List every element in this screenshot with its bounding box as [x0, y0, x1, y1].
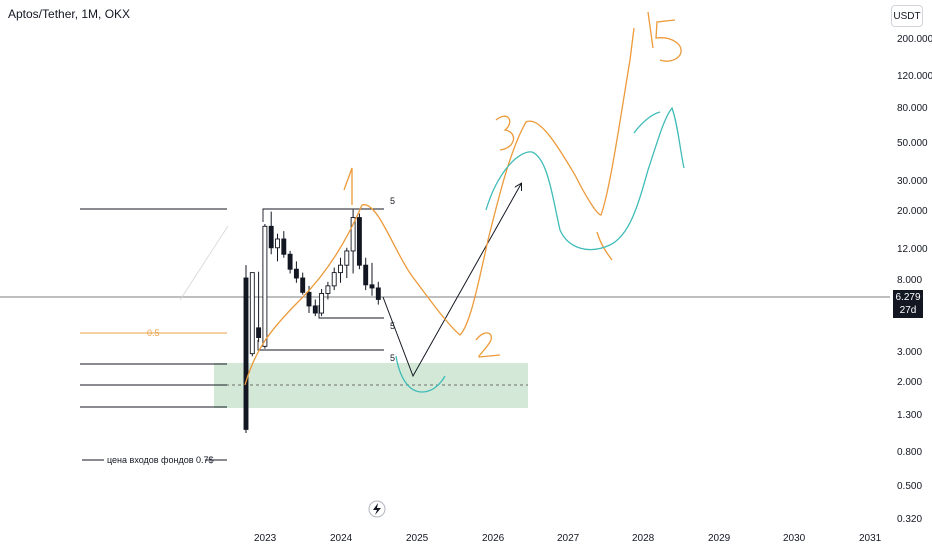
orange-wave: [244, 27, 635, 386]
candle-down: [256, 327, 262, 338]
currency-button[interactable]: USDT: [891, 5, 923, 27]
teal-curve-hook: [633, 111, 661, 134]
candle-down: [243, 277, 249, 430]
y-tick: 200.000: [897, 34, 932, 45]
orange-wave-tail: [596, 231, 613, 261]
candle-down: [312, 305, 318, 314]
x-tick: 2031: [859, 533, 882, 544]
candle-up: [338, 264, 343, 274]
y-tick: 0.320: [897, 514, 922, 525]
candle-up: [325, 285, 331, 294]
y-tick: 1.300: [897, 410, 922, 421]
small-label-top: 5: [390, 196, 395, 206]
x-tick: 2027: [557, 533, 580, 544]
candle-down: [293, 268, 299, 279]
candle-down: [369, 284, 375, 289]
candle-down: [281, 238, 287, 255]
y-tick: 30.000: [897, 176, 928, 187]
wave-number-2: [475, 332, 501, 358]
y-tick: 0.800: [897, 447, 922, 458]
y-tick: 50.000: [897, 138, 928, 149]
x-tick: 2029: [708, 533, 731, 544]
countdown: 27d 3h: [899, 305, 917, 329]
candle-down: [306, 291, 312, 307]
candle-up: [275, 238, 280, 249]
y-tick: 0.500: [897, 481, 922, 492]
y-tick: 120.000: [897, 71, 932, 82]
y-tick: 3.000: [897, 347, 922, 358]
small-label-low: 5: [390, 353, 395, 363]
candle-up: [319, 293, 325, 314]
faint-trendline: [179, 225, 229, 301]
time-axis[interactable]: 2023 2024 2025 2026 2027 2028 2029 2030 …: [254, 533, 882, 544]
small-label-mid: 5: [390, 321, 395, 331]
y-tick: 2.000: [897, 377, 922, 388]
y-tick: 12.000: [897, 244, 928, 255]
candle-up: [262, 225, 268, 347]
candle-up: [344, 250, 350, 266]
wave-number-5: [655, 19, 682, 62]
x-tick: 2025: [406, 533, 429, 544]
x-tick: 2026: [482, 533, 505, 544]
x-tick: 2028: [632, 533, 655, 544]
candle-down: [300, 277, 306, 293]
x-tick: 2030: [783, 533, 806, 544]
wave-number-3: [495, 115, 515, 151]
current-price-value: 6.279: [895, 292, 921, 303]
candles-layer: [243, 209, 381, 434]
support-zone: [214, 363, 528, 408]
teal-curve-high: [485, 106, 685, 251]
chart-title: Aptos/Tether, 1M, OKX: [8, 7, 131, 21]
candle-up: [350, 217, 356, 252]
bracket-top: [262, 208, 384, 222]
candle-down: [363, 264, 369, 286]
candle-down: [287, 253, 293, 270]
lightning-icon[interactable]: [368, 500, 386, 518]
teal-curve-low: [395, 355, 446, 393]
candle-down: [375, 287, 381, 300]
x-tick: 2024: [330, 533, 353, 544]
y-tick: 8.000: [897, 275, 922, 286]
projection-path: [382, 184, 521, 378]
candle-up: [331, 272, 337, 287]
bracket-low: [257, 340, 384, 351]
y-tick: 80.000: [897, 103, 928, 114]
price-axis[interactable]: 200.000 120.000 80.000 50.000 30.000 20.…: [897, 34, 932, 525]
candle-down: [356, 217, 362, 266]
fib-05-label: 0.5: [147, 328, 160, 338]
x-tick: 2023: [254, 533, 277, 544]
bracket-mid: [318, 305, 384, 319]
candle-up: [249, 272, 255, 355]
current-price-badge: 6.279 27d 3h: [893, 290, 923, 329]
funds-entry-label: цена входов фондов 0.7$: [107, 455, 214, 465]
y-tick: 20.000: [897, 206, 928, 217]
candle-down: [268, 225, 274, 249]
wave-5-stroke: [647, 11, 654, 49]
wave-number-1: [343, 167, 353, 205]
